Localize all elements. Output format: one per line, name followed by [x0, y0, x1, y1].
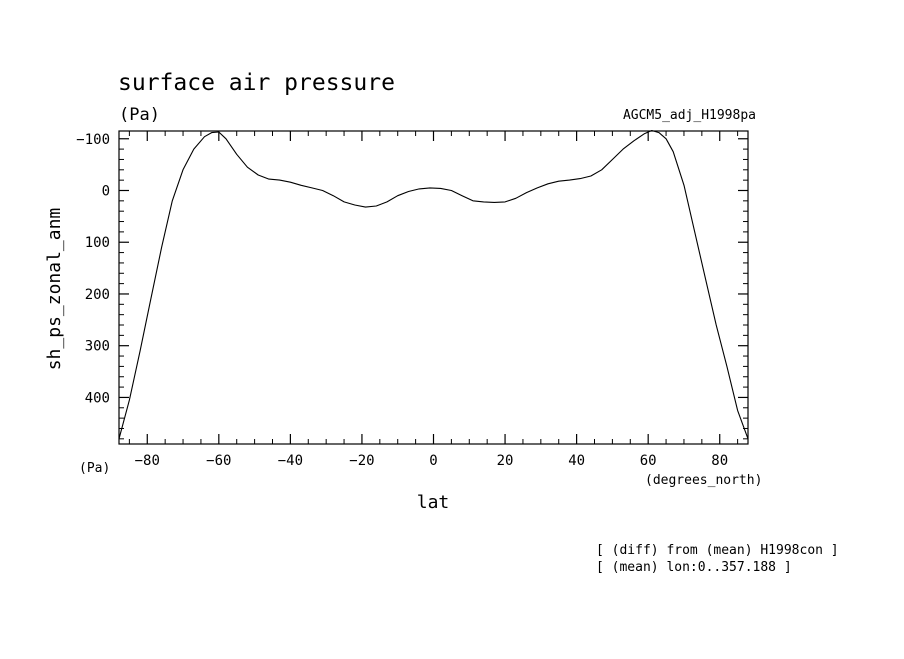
x-axis-label: lat — [417, 492, 450, 513]
chart-unit-label: (Pa) — [119, 105, 160, 125]
y-tick-label: 400 — [85, 390, 110, 406]
y-tick-label: 100 — [85, 235, 110, 251]
y-tick-label: 300 — [85, 339, 110, 355]
x-tick-label: 60 — [640, 453, 657, 469]
x-tick-label: 0 — [429, 453, 437, 469]
x-tick-label: −60 — [206, 453, 231, 469]
chart-title: surface air pressure — [118, 70, 395, 96]
x-unit-label: (degrees_north) — [645, 473, 762, 488]
y-tick-label: −100 — [76, 132, 110, 148]
mean-note: [ (mean) lon:0..357.188 ] — [596, 560, 792, 575]
dataset-label: AGCM5_adj_H1998pa — [623, 108, 756, 123]
x-tick-label: −80 — [135, 453, 160, 469]
x-tick-label: −20 — [349, 453, 374, 469]
x-tick-label: −40 — [278, 453, 303, 469]
y-axis-label: sh_ps_zonal_anm — [44, 208, 65, 371]
plot-frame — [118, 130, 749, 445]
x-tick-label: 20 — [497, 453, 514, 469]
x-tick-label: 40 — [568, 453, 585, 469]
y-tick-label: 0 — [102, 183, 110, 199]
series-line — [118, 129, 749, 439]
y-unit-label: (Pa) — [79, 461, 110, 476]
x-tick-label: 80 — [711, 453, 728, 469]
y-tick-label: 200 — [85, 287, 110, 303]
diff-note: [ (diff) from (mean) H1998con ] — [596, 543, 839, 558]
plot-area: −80 −60 −40 −20 0 20 40 60 80 −100 0 100 200 300 400 — [76, 129, 749, 469]
